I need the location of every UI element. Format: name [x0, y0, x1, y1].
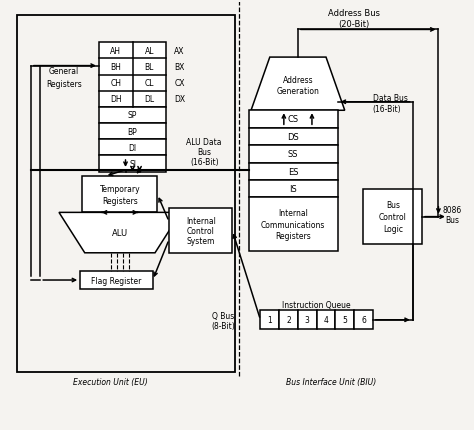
Bar [260, 310, 279, 330]
Text: AL: AL [145, 47, 154, 55]
Text: Internal: Internal [278, 209, 308, 218]
Text: BP: BP [128, 127, 137, 136]
Text: Registers: Registers [275, 232, 311, 241]
Text: DI: DI [128, 144, 137, 152]
Text: AX: AX [174, 47, 185, 55]
Text: AH: AH [110, 47, 121, 55]
Bar [249, 111, 337, 129]
Bar [298, 310, 317, 330]
Text: Flag Register: Flag Register [91, 276, 142, 285]
Text: (8-Bit): (8-Bit) [211, 322, 235, 331]
Text: SP: SP [128, 111, 137, 120]
Text: Bus: Bus [386, 200, 400, 209]
Bar [249, 181, 337, 198]
Text: SS: SS [288, 150, 299, 159]
Text: System: System [186, 236, 215, 245]
Text: IS: IS [289, 185, 297, 194]
Text: Data Bus: Data Bus [373, 94, 408, 103]
Text: CH: CH [110, 79, 121, 88]
Text: Communications: Communications [261, 220, 325, 229]
Text: Address Bus: Address Bus [328, 9, 380, 18]
Text: Control: Control [187, 227, 215, 235]
Text: Bus: Bus [197, 147, 211, 157]
Text: (20-Bit): (20-Bit) [338, 20, 370, 29]
Text: 3: 3 [305, 316, 310, 325]
Text: Bus Interface Unit (BIU): Bus Interface Unit (BIU) [285, 377, 376, 386]
Text: 8086: 8086 [443, 206, 462, 215]
Text: CX: CX [174, 79, 185, 88]
Text: DX: DX [174, 95, 185, 104]
Text: ALU Data: ALU Data [186, 138, 222, 147]
Polygon shape [251, 58, 345, 111]
Bar [249, 129, 337, 146]
Text: Control: Control [379, 212, 407, 221]
Bar [169, 209, 232, 253]
Text: Registers: Registers [46, 80, 82, 88]
Bar [80, 271, 153, 289]
Text: Execution Unit (EU): Execution Unit (EU) [73, 377, 148, 386]
Bar [249, 198, 337, 251]
Text: 2: 2 [286, 316, 291, 325]
Bar [99, 43, 166, 108]
Text: CL: CL [145, 79, 154, 88]
Text: Temporary: Temporary [100, 184, 140, 194]
Text: Logic: Logic [383, 225, 403, 234]
Text: CS: CS [288, 115, 299, 124]
Text: Registers: Registers [102, 196, 138, 205]
Text: DH: DH [110, 95, 121, 104]
Bar [99, 108, 166, 124]
Text: (16-Bit): (16-Bit) [373, 104, 401, 114]
Bar [336, 310, 354, 330]
Text: 5: 5 [342, 316, 347, 325]
Bar [17, 15, 235, 372]
Text: ES: ES [288, 167, 299, 176]
Text: BL: BL [145, 63, 154, 72]
Bar [99, 140, 166, 156]
Text: Generation: Generation [276, 86, 319, 95]
Polygon shape [59, 213, 181, 253]
Text: 6: 6 [361, 316, 366, 325]
Text: Bus: Bus [446, 215, 459, 224]
Bar [249, 146, 337, 163]
Text: BX: BX [174, 63, 184, 72]
Text: Q Bus: Q Bus [212, 311, 234, 320]
Text: SI: SI [129, 160, 136, 169]
Text: ALU: ALU [112, 229, 128, 237]
Text: General: General [48, 67, 79, 76]
Text: (16-Bit): (16-Bit) [190, 158, 219, 167]
Text: Address: Address [283, 76, 313, 85]
Text: DL: DL [145, 95, 155, 104]
Bar [279, 310, 298, 330]
Text: Instruction Queue: Instruction Queue [283, 301, 351, 310]
Bar [354, 310, 373, 330]
Bar [364, 190, 422, 245]
Bar [317, 310, 336, 330]
Bar [249, 163, 337, 181]
Bar [99, 156, 166, 172]
Text: 4: 4 [324, 316, 328, 325]
Bar [82, 177, 157, 213]
Text: BH: BH [110, 63, 121, 72]
Text: Internal: Internal [186, 217, 216, 226]
Bar [99, 124, 166, 140]
Text: DS: DS [287, 132, 299, 141]
Text: 1: 1 [267, 316, 272, 325]
